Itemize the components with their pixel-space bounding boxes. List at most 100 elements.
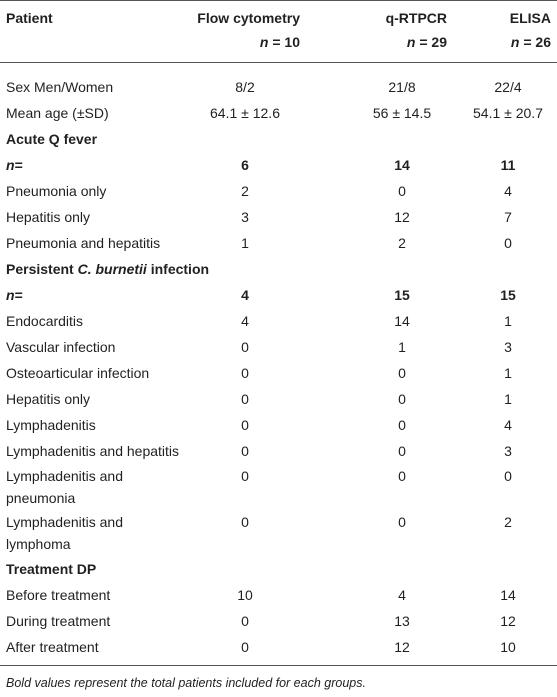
column-header: q-RTPCR bbox=[385, 10, 447, 26]
cell-value: 13 bbox=[394, 613, 410, 629]
row-label: Lymphadenitis and lymphoma bbox=[6, 511, 123, 555]
label-part: = bbox=[14, 287, 23, 303]
row-label: Hepatitis only bbox=[6, 206, 90, 228]
cell-value: 0 bbox=[504, 468, 512, 484]
row-label: Before treatment bbox=[6, 584, 110, 606]
cell-value: 2 bbox=[398, 235, 406, 251]
cell-value: 12 bbox=[394, 639, 410, 655]
n-symbol: n bbox=[406, 34, 416, 50]
n-symbol: n bbox=[259, 34, 269, 50]
label-part: infection bbox=[146, 261, 210, 277]
cell-value: 1 bbox=[398, 339, 406, 355]
row-label: Vascular infection bbox=[6, 336, 115, 358]
cell-value: 0 bbox=[504, 235, 512, 251]
row-label: n= bbox=[6, 154, 23, 176]
label-part: During treatment bbox=[6, 613, 111, 629]
label-part: Before treatment bbox=[6, 587, 111, 603]
row-label: After treatment bbox=[6, 636, 99, 658]
cell-value: 15 bbox=[394, 287, 410, 303]
n-symbol: n bbox=[510, 34, 520, 50]
cell-value: 11 bbox=[500, 157, 516, 173]
cell-value: 0 bbox=[398, 417, 406, 433]
cell-value: 0 bbox=[241, 417, 249, 433]
column-header: Flow cytometry bbox=[197, 10, 300, 26]
row-label: Pneumonia and hepatitis bbox=[6, 232, 160, 254]
label-part: Pneumonia only bbox=[6, 183, 107, 199]
label-part: Hepatitis only bbox=[6, 391, 91, 407]
label-part: Mean age (±SD) bbox=[6, 105, 109, 121]
label-part: Vascular infection bbox=[6, 339, 116, 355]
cell-value: 8/2 bbox=[235, 79, 255, 95]
cell-value: 3 bbox=[504, 339, 512, 355]
cell-value: 0 bbox=[398, 365, 406, 381]
column-n: n = 29 bbox=[407, 31, 447, 53]
cell-value: 14 bbox=[500, 587, 516, 603]
cell-value: 0 bbox=[398, 391, 406, 407]
cell-value: 12 bbox=[500, 613, 516, 629]
cell-value: 4 bbox=[398, 587, 406, 603]
label-part: lymphoma bbox=[6, 536, 71, 552]
cell-value: 54.1 ± 20.7 bbox=[473, 105, 543, 121]
row-label: Sex Men/Women bbox=[6, 76, 113, 98]
cell-value: 7 bbox=[504, 209, 512, 225]
cell-value: 0 bbox=[241, 613, 249, 629]
cell-value: 22/4 bbox=[494, 79, 522, 95]
cell-value: 0 bbox=[398, 514, 406, 530]
row-label: n= bbox=[6, 284, 23, 306]
label-part: After treatment bbox=[6, 639, 99, 655]
cell-value: 0 bbox=[241, 339, 249, 355]
row-label: Acute Q fever bbox=[6, 128, 97, 150]
label-part: n bbox=[6, 157, 15, 173]
cell-value: 1 bbox=[504, 365, 512, 381]
row-label: Hepatitis only bbox=[6, 388, 90, 410]
cell-value: 3 bbox=[241, 209, 249, 225]
n-text: = 26 bbox=[519, 34, 551, 50]
label-part: Treatment DP bbox=[6, 561, 97, 577]
row-label: Lymphadenitis bbox=[6, 414, 96, 436]
cell-value: 4 bbox=[504, 183, 512, 199]
label-part: n bbox=[6, 287, 15, 303]
cell-value: 0 bbox=[398, 183, 406, 199]
cell-value: 10 bbox=[500, 639, 516, 655]
cell-value: 4 bbox=[241, 313, 249, 329]
cell-value: 0 bbox=[241, 365, 249, 381]
footnote: Bold values represent the total patients… bbox=[6, 676, 366, 690]
cell-value: 1 bbox=[241, 235, 249, 251]
label-part: Pneumonia and hepatitis bbox=[6, 235, 161, 251]
cell-value: 1 bbox=[504, 313, 512, 329]
label-part: pneumonia bbox=[6, 490, 76, 506]
row-label: Pneumonia only bbox=[6, 180, 106, 202]
label-part: Endocarditis bbox=[6, 313, 84, 329]
row-label: Mean age (±SD) bbox=[6, 102, 109, 124]
cell-value: 3 bbox=[504, 443, 512, 459]
header-patient: Patient bbox=[6, 10, 53, 26]
cell-value: 0 bbox=[398, 468, 406, 484]
row-label: Endocarditis bbox=[6, 310, 83, 332]
column-n: n = 10 bbox=[260, 31, 300, 53]
top-rule bbox=[0, 0, 557, 1]
cell-value: 14 bbox=[394, 157, 410, 173]
label-part: Acute Q fever bbox=[6, 131, 98, 147]
cell-value: 4 bbox=[241, 287, 249, 303]
cell-value: 2 bbox=[241, 183, 249, 199]
row-label: Lymphadenitis and hepatitis bbox=[6, 440, 179, 462]
cell-value: 64.1 ± 12.6 bbox=[210, 105, 280, 121]
n-text: = 10 bbox=[268, 34, 300, 50]
label-part: Sex Men/Women bbox=[6, 79, 114, 95]
row-label: During treatment bbox=[6, 610, 110, 632]
label-part: Persistent bbox=[6, 261, 78, 277]
row-label: Lymphadenitis and pneumonia bbox=[6, 465, 123, 509]
cell-value: 10 bbox=[237, 587, 253, 603]
cell-value: 0 bbox=[241, 468, 249, 484]
cell-value: 4 bbox=[504, 417, 512, 433]
cell-value: 0 bbox=[241, 639, 249, 655]
row-label: Treatment DP bbox=[6, 558, 96, 580]
row-label: Osteoarticular infection bbox=[6, 362, 149, 384]
cell-value: 14 bbox=[394, 313, 410, 329]
cell-value: 2 bbox=[504, 514, 512, 530]
row-label: Persistent C. burnetii infection bbox=[6, 258, 209, 280]
cell-value: 0 bbox=[241, 391, 249, 407]
label-part: Hepatitis only bbox=[6, 209, 91, 225]
cell-value: 15 bbox=[500, 287, 516, 303]
